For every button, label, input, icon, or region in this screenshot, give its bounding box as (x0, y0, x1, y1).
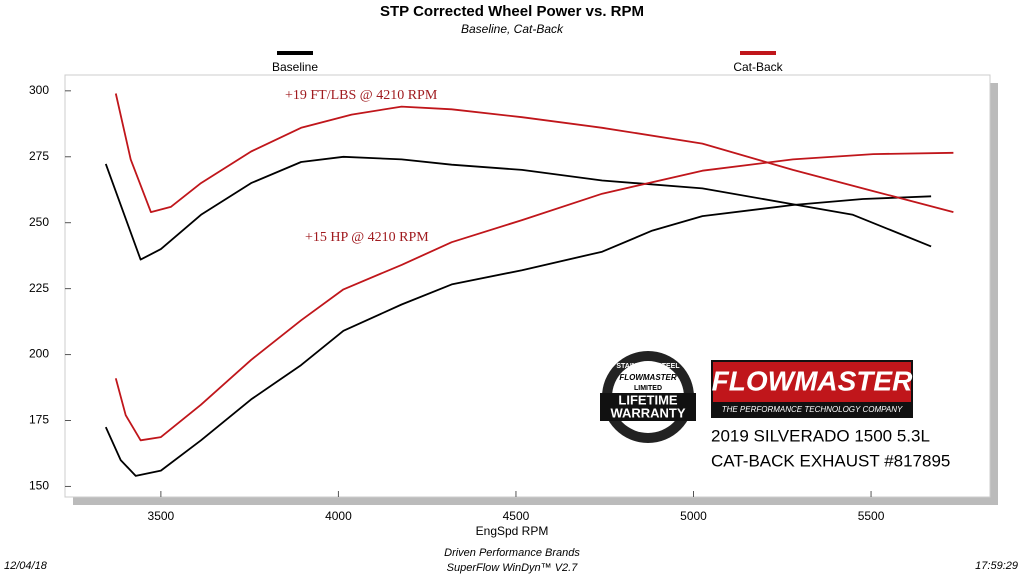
y-tick-label: 300 (29, 83, 49, 97)
y-tick-label: 250 (29, 215, 49, 229)
vehicle-text: CAT-BACK EXHAUST #817895 (711, 451, 950, 470)
x-tick-label: 4000 (325, 509, 352, 523)
x-tick-label: 5000 (680, 509, 707, 523)
footer-company: Driven Performance Brands (444, 547, 580, 559)
badge-band (600, 393, 696, 421)
vehicle-text: 2019 SILVERADO 1500 5.3L (711, 426, 930, 445)
x-tick-label: 3500 (148, 509, 175, 523)
footer-software: SuperFlow WinDyn™ V2.7 (447, 562, 579, 574)
logo-red (713, 362, 911, 402)
y-tick-label: 200 (29, 347, 49, 361)
badge-brand: FLOWMASTER (619, 373, 677, 382)
chart-title: STP Corrected Wheel Power vs. RPM (380, 3, 644, 20)
flowmaster-logo: FLOWMASTER THE PERFORMANCE TECHNOLOGY CO… (711, 360, 913, 418)
badge-line: WARRANTY (610, 405, 685, 420)
chart-subtitle: Baseline, Cat-Back (461, 22, 564, 36)
badge-limited: LIMITED (634, 385, 662, 392)
footer-time: 17:59:29 (975, 560, 1018, 572)
x-tick-label: 5500 (858, 509, 885, 523)
y-tick-label: 225 (29, 281, 49, 295)
data-line (104, 155, 932, 261)
badge-line: LIFETIME (618, 392, 678, 407)
footer-date: 12/04/18 (4, 560, 48, 572)
badge-ring-text: STAINLESS STEEL (616, 363, 680, 370)
plot-area (64, 74, 991, 498)
annotation: +19 FT/LBS @ 4210 RPM (285, 88, 438, 103)
warranty-badge: STAINLESS STEEL FLOWMASTER LIMITED LIFET… (600, 351, 696, 443)
x-axis-label: EngSpd RPM (476, 524, 549, 538)
y-tick-label: 175 (29, 413, 49, 427)
annotation: +15 HP @ 4210 RPM (305, 230, 429, 245)
legend-label: Baseline (272, 60, 318, 74)
legend-label: Cat-Back (733, 60, 783, 74)
data-line (114, 151, 954, 442)
logo-tagline: THE PERFORMANCE TECHNOLOGY COMPANY (722, 405, 903, 414)
data-line (104, 195, 932, 477)
data-line (114, 93, 954, 213)
y-tick-label: 150 (29, 479, 49, 493)
logo-brand: FLOWMASTER (712, 365, 913, 396)
x-tick-label: 4500 (503, 509, 530, 523)
y-tick-label: 275 (29, 149, 49, 163)
